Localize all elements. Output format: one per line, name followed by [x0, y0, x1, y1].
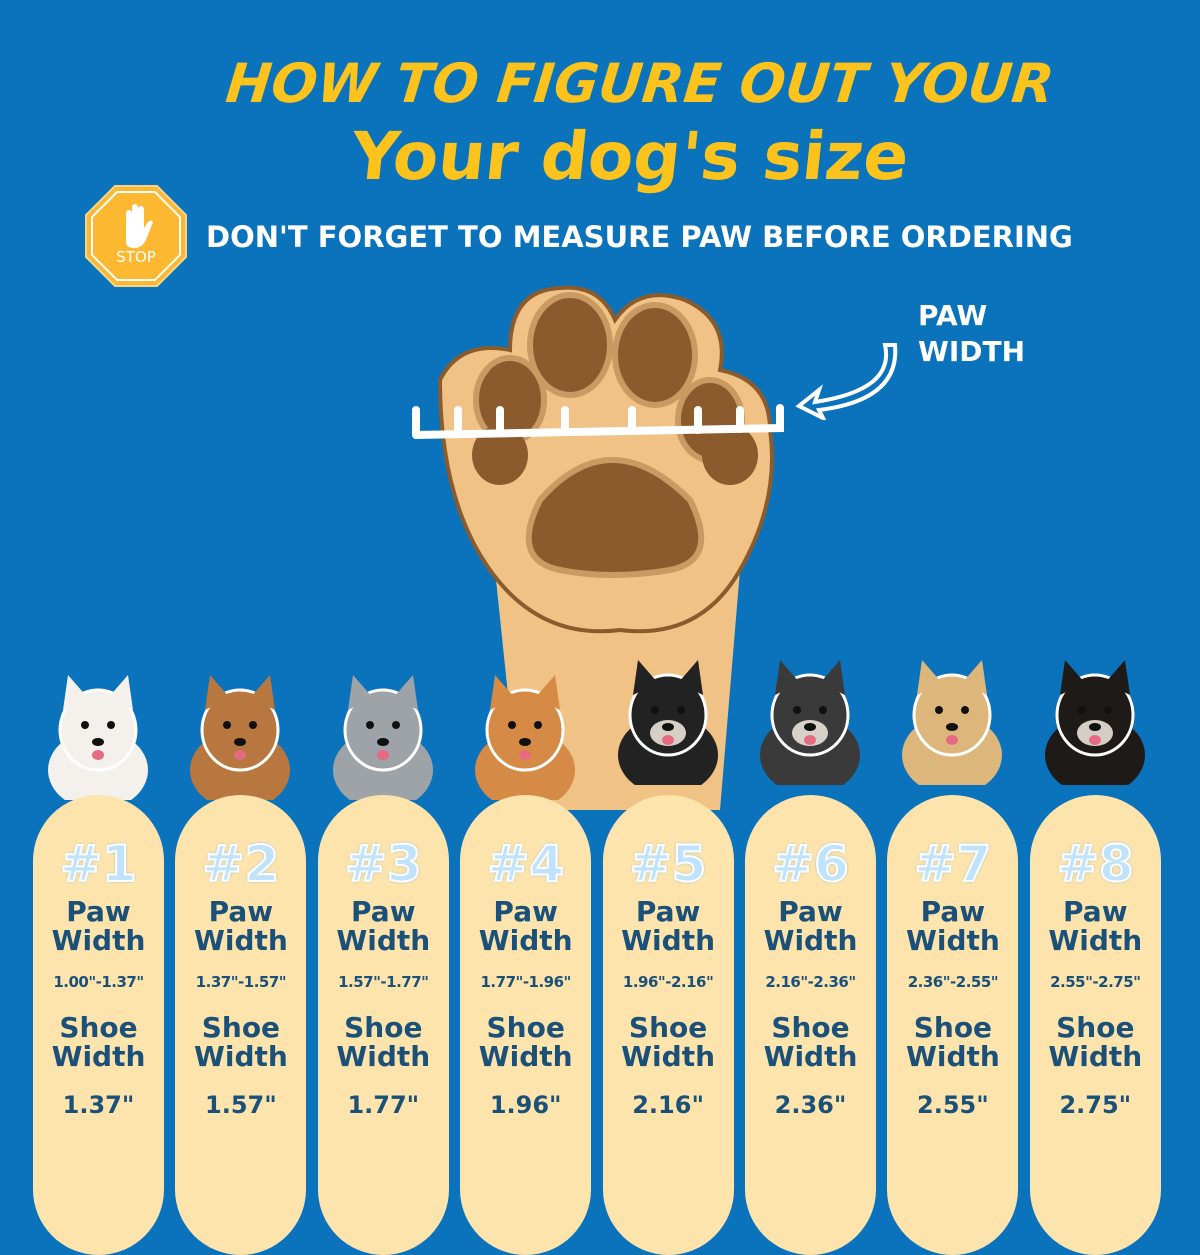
- dog-photo: [190, 675, 291, 800]
- paw-width-range: 1.37"-1.57": [195, 973, 287, 991]
- shoe-width-value: 2.75": [1059, 1091, 1132, 1119]
- shoe-width-value: 1.96": [489, 1091, 562, 1119]
- size-card: #1 Paw Width 1.00"-1.37" Shoe Width 1.37": [33, 795, 164, 1255]
- paw-width-heading: Paw Width: [905, 895, 1000, 957]
- shoe-width-value: 2.36": [774, 1091, 847, 1119]
- paw-width-heading: Paw Width: [336, 895, 431, 957]
- paw-width-range: 1.57"-1.77": [338, 973, 429, 991]
- shoe-width-heading: Shoe Width: [51, 1011, 146, 1073]
- title-line-1: HOW TO FIGURE OUT YOUR: [223, 52, 1057, 115]
- shoe-width-heading: Shoe Width: [621, 1011, 716, 1073]
- shoe-width-value: 1.77": [347, 1091, 420, 1119]
- paw-width-heading: Paw Width: [1048, 895, 1143, 957]
- shoe-width-heading: Shoe Width: [478, 1011, 573, 1073]
- size-number: #6: [771, 834, 850, 894]
- dog-photo: [902, 660, 1003, 785]
- size-number: #1: [59, 834, 138, 894]
- shoe-width-value: 1.37": [62, 1091, 135, 1119]
- size-card: #3 Paw Width 1.57"-1.77" Shoe Width 1.77": [317, 795, 449, 1255]
- size-card: #4 Paw Width 1.77"-1.96" Shoe Width 1.96": [460, 795, 592, 1255]
- paw-width-range: 1.96"-2.16": [622, 973, 714, 991]
- paw-width-label: PAW WIDTH: [918, 299, 1026, 368]
- size-number: #8: [1056, 834, 1135, 894]
- paw-width-heading: Paw Width: [763, 895, 858, 957]
- arrow-icon: [795, 343, 898, 420]
- paw-width-range: 2.16"-2.36": [765, 973, 856, 991]
- subtitle: DON'T FORGET TO MEASURE PAW BEFORE ORDER…: [206, 220, 1073, 254]
- dog-photo: [48, 675, 148, 800]
- shoe-width-heading: Shoe Width: [905, 1011, 1000, 1073]
- size-card: #7 Paw Width 2.36"-2.55" Shoe Width 2.55": [887, 795, 1019, 1255]
- paw-width-range: 2.36"-2.55": [907, 973, 999, 991]
- shoe-width-value: 2.55": [917, 1091, 989, 1119]
- ruler-ticks: [412, 404, 784, 439]
- size-number: #7: [914, 834, 993, 894]
- svg-text:STOP: STOP: [116, 248, 156, 266]
- dog-photo: [760, 660, 860, 785]
- size-card: #8 Paw Width 2.55"-2.75" Shoe Width 2.75": [1029, 795, 1161, 1255]
- size-card: #2 Paw Width 1.37"-1.57" Shoe Width 1.57": [175, 795, 307, 1255]
- hand-stop-icon: [126, 204, 153, 248]
- dog-photo: [1044, 660, 1145, 785]
- stop-sign-icon: STOP: [85, 185, 187, 287]
- paw-width-heading: Paw Width: [51, 895, 146, 957]
- paw-width-range: 1.77"-1.96": [480, 973, 572, 991]
- dog-photo: [475, 675, 576, 800]
- shoe-width-heading: Shoe Width: [336, 1011, 431, 1073]
- paw-width-range: 1.00"-1.37": [53, 973, 144, 991]
- size-number: #5: [629, 834, 708, 894]
- shoe-width-heading: Shoe Width: [1048, 1011, 1143, 1073]
- size-card: #5 Paw Width 1.96"-2.16" Shoe Width 2.16": [602, 795, 734, 1255]
- size-number: #4: [486, 834, 565, 894]
- paw-width-heading: Paw Width: [621, 895, 716, 957]
- shoe-width-heading: Shoe Width: [193, 1011, 288, 1073]
- paw-width-heading: Paw Width: [193, 895, 288, 957]
- paw-width-range: 2.55"-2.75": [1050, 973, 1141, 991]
- shoe-width-value: 1.57": [205, 1091, 277, 1119]
- size-card: #6 Paw Width 2.16"-2.36" Shoe Width 2.36": [745, 795, 876, 1255]
- paw-width-heading: Paw Width: [478, 895, 573, 957]
- size-number: #3: [344, 834, 423, 894]
- size-number: #2: [202, 834, 281, 894]
- shoe-width-value: 2.16": [632, 1091, 704, 1119]
- shoe-width-heading: Shoe Width: [763, 1011, 858, 1073]
- dog-photo: [332, 675, 433, 800]
- dog-photo: [617, 660, 718, 785]
